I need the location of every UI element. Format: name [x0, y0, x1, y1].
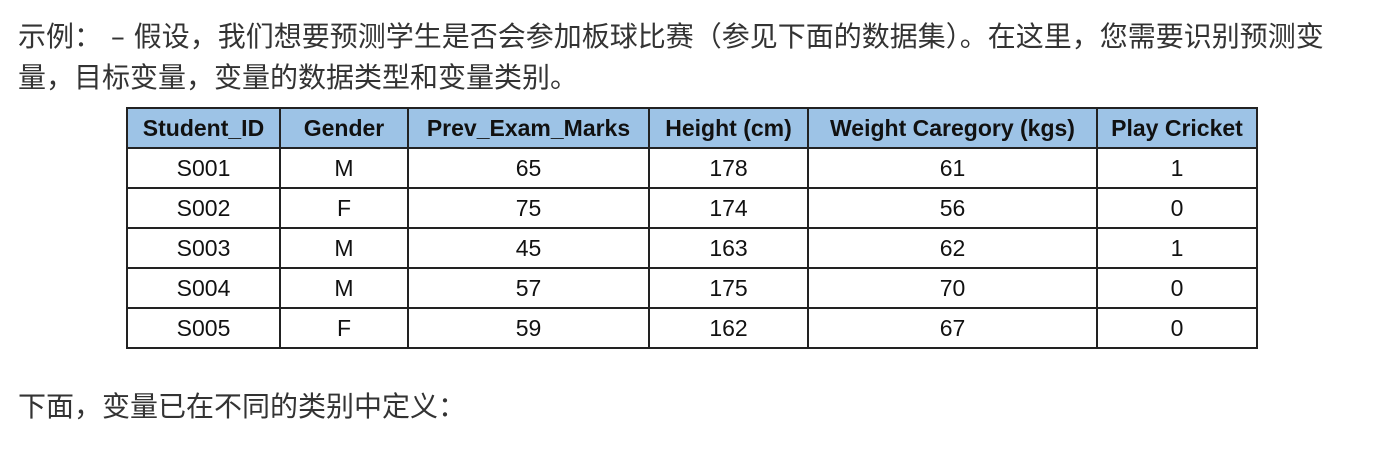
table-cell: 162	[648, 307, 809, 349]
table-cell: 75	[407, 187, 650, 229]
intro-paragraph: 示例： – 假设，我们想要预测学生是否会参加板球比赛（参见下面的数据集）。在这里…	[18, 20, 1324, 94]
table-cell: M	[279, 227, 409, 269]
table-cell: 61	[807, 147, 1098, 189]
table-row: S001 M 65 178 61 1	[126, 147, 1258, 189]
table-cell: 0	[1096, 267, 1258, 309]
table-row: S002 F 75 174 56 0	[126, 187, 1258, 229]
table-row: S003 M 45 163 62 1	[126, 227, 1258, 269]
table-cell: 0	[1096, 307, 1258, 349]
table-cell: 65	[407, 147, 650, 189]
table-cell: 178	[648, 147, 809, 189]
table-cell: F	[279, 187, 409, 229]
table-cell: 175	[648, 267, 809, 309]
table-cell: M	[279, 267, 409, 309]
table-cell: S004	[126, 267, 281, 309]
outro-paragraph: 下面，变量已在不同的类别中定义：	[18, 390, 467, 423]
table-cell: S003	[126, 227, 281, 269]
data-table: Student_ID Gender Prev_Exam_Marks Height (c…	[126, 107, 1258, 349]
table-cell: 45	[407, 227, 650, 269]
table-row: S005 F 59 162 67 0	[126, 307, 1258, 349]
table-cell: 56	[807, 187, 1098, 229]
table-cell: 0	[1096, 187, 1258, 229]
table-cell: F	[279, 307, 409, 349]
table-cell: 59	[407, 307, 650, 349]
table-cell: 67	[807, 307, 1098, 349]
table-cell: 62	[807, 227, 1098, 269]
table-cell: 70	[807, 267, 1098, 309]
table-cell: 163	[648, 227, 809, 269]
header-cell: Student_ID	[126, 107, 281, 149]
table-cell: M	[279, 147, 409, 189]
table-cell: 1	[1096, 227, 1258, 269]
header-cell: Play Cricket	[1096, 107, 1258, 149]
table-row: S004 M 57 175 70 0	[126, 267, 1258, 309]
table-cell: S005	[126, 307, 281, 349]
table-body: S001 M 65 178 61 1 S002 F 75 174 56 0 S003 M 45 163 62 1 S…	[126, 147, 1258, 349]
table-cell: 174	[648, 187, 809, 229]
header-cell: Prev_Exam_Marks	[407, 107, 650, 149]
table-cell: 57	[407, 267, 650, 309]
header-cell: Gender	[279, 107, 409, 149]
table-cell: S002	[126, 187, 281, 229]
header-cell: Weight Caregory (kgs)	[807, 107, 1098, 149]
table-cell: 1	[1096, 147, 1258, 189]
header-cell: Height (cm)	[648, 107, 809, 149]
header-row: Student_ID Gender Prev_Exam_Marks Height (c…	[126, 107, 1258, 149]
table-cell: S001	[126, 147, 281, 189]
